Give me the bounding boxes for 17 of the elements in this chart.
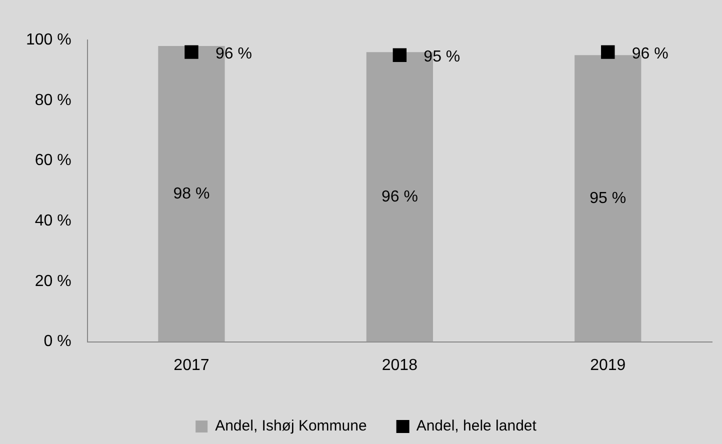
y-tick-label: 60 % [34, 152, 72, 170]
legend-label: Andel, Ishøj Kommune [215, 418, 367, 435]
data-label: 96 % [381, 188, 418, 206]
x-tick-label: 2018 [382, 356, 418, 374]
legend-label: Andel, hele landet [416, 418, 538, 435]
data-label: 95 % [590, 190, 626, 207]
y-tick-label: 40 % [34, 212, 72, 230]
y-tick-label: 80 % [34, 92, 72, 109]
data-label: 96 % [632, 45, 668, 62]
x-tick-label: 2017 [174, 356, 210, 374]
y-tick-label: 0 % [44, 333, 72, 350]
x-tick-label: 2019 [590, 356, 626, 374]
data-label: 98 % [173, 185, 210, 202]
y-tick-label: 100 % [26, 31, 72, 48]
y-tick-label: 20 % [34, 272, 72, 290]
data-label: 96 % [215, 45, 252, 62]
data-label: 95 % [424, 48, 460, 66]
